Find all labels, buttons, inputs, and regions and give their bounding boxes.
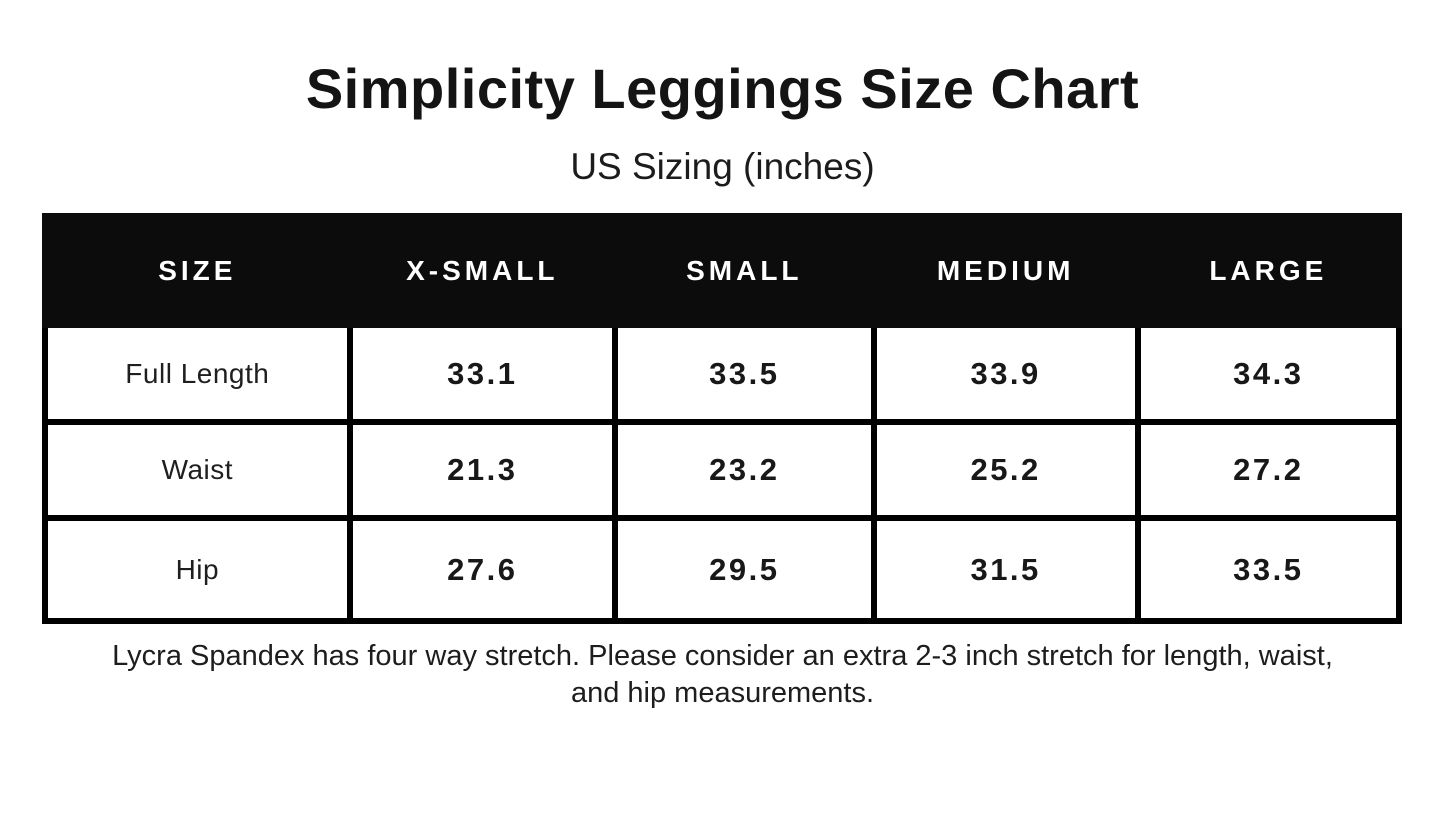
cell-hip-medium: 31.5 [870, 515, 1141, 624]
cell-full-length-small: 33.5 [612, 322, 877, 425]
cell-waist-medium: 25.2 [870, 419, 1141, 521]
row-label-hip: Hip [42, 515, 353, 624]
footnote-line-2: and hip measurements. [570, 677, 875, 709]
cell-hip-small: 29.5 [612, 515, 877, 624]
size-table-body: Full Length 33.1 33.5 33.9 34.3 Waist 21… [42, 322, 1403, 624]
row-label-waist: Waist [42, 419, 353, 521]
footnote-line-1: Lycra Spandex has four way stretch. Plea… [112, 640, 1333, 672]
cell-waist-x-small: 21.3 [346, 419, 619, 521]
table-row-waist: Waist 21.3 23.2 25.2 27.2 [42, 419, 1403, 521]
cell-full-length-medium: 33.9 [870, 322, 1141, 425]
column-header-x-small: X-SMALL [346, 213, 619, 328]
cell-hip-large: 33.5 [1134, 515, 1403, 624]
size-table: SIZE X-SMALL SMALL MEDIUM LARGE Full Len… [42, 213, 1403, 624]
row-label-full-length: Full Length [42, 322, 353, 425]
cell-full-length-large: 34.3 [1134, 322, 1403, 425]
column-header-large: LARGE [1134, 213, 1403, 328]
table-row-hip: Hip 27.6 29.5 31.5 33.5 [42, 515, 1403, 624]
page-title: Simplicity Leggings Size Chart [305, 57, 1140, 120]
column-header-medium: MEDIUM [870, 213, 1141, 328]
column-header-small: SMALL [612, 213, 877, 328]
stretch-footnote: Lycra Spandex has four way stretch. Plea… [0, 638, 1445, 712]
cell-full-length-x-small: 33.1 [346, 322, 619, 425]
header-row: SIZE X-SMALL SMALL MEDIUM LARGE [42, 213, 1403, 328]
cell-waist-large: 27.2 [1134, 419, 1403, 521]
cell-waist-small: 23.2 [612, 419, 877, 521]
cell-hip-x-small: 27.6 [346, 515, 619, 624]
size-table-header: SIZE X-SMALL SMALL MEDIUM LARGE [42, 213, 1403, 328]
page-subtitle: US Sizing (inches) [570, 146, 875, 187]
table-row-full-length: Full Length 33.1 33.5 33.9 34.3 [42, 322, 1403, 425]
column-header-size: SIZE [42, 213, 353, 328]
